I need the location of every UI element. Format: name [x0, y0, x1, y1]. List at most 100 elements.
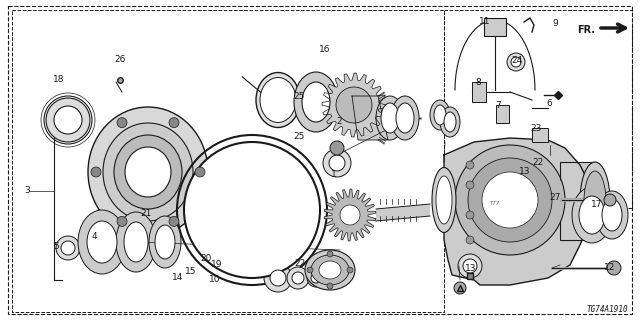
Circle shape: [336, 87, 372, 123]
Ellipse shape: [596, 191, 628, 239]
Text: 16: 16: [319, 45, 331, 54]
Bar: [484, 18, 506, 36]
Circle shape: [466, 211, 474, 219]
Text: 8: 8: [476, 78, 481, 87]
Circle shape: [507, 53, 525, 71]
Circle shape: [482, 172, 538, 228]
Circle shape: [340, 205, 360, 225]
Circle shape: [169, 118, 179, 128]
Text: 25: 25: [294, 92, 305, 101]
Text: 13: 13: [519, 167, 531, 176]
Text: 2: 2: [337, 117, 342, 126]
Text: 20: 20: [200, 254, 212, 263]
Text: 11: 11: [479, 17, 491, 26]
Text: 18: 18: [53, 75, 65, 84]
Text: 12: 12: [604, 263, 615, 272]
Text: 24: 24: [511, 56, 523, 65]
Circle shape: [169, 216, 179, 226]
Circle shape: [56, 236, 80, 260]
Circle shape: [184, 142, 320, 278]
Ellipse shape: [116, 212, 156, 272]
Ellipse shape: [155, 225, 175, 259]
Ellipse shape: [124, 222, 148, 262]
Text: 6: 6: [547, 100, 552, 108]
Circle shape: [307, 269, 325, 287]
Text: 7: 7: [495, 101, 500, 110]
Text: 14: 14: [172, 273, 184, 282]
Circle shape: [287, 267, 309, 289]
Bar: [12, 10, 444, 312]
Circle shape: [264, 264, 292, 292]
Circle shape: [458, 254, 482, 278]
Circle shape: [347, 267, 353, 273]
Ellipse shape: [87, 221, 117, 263]
Circle shape: [61, 241, 75, 255]
Ellipse shape: [294, 72, 338, 132]
Ellipse shape: [580, 162, 610, 240]
Text: 13: 13: [465, 264, 476, 273]
Text: TG74A1910: TG74A1910: [586, 305, 628, 314]
Circle shape: [466, 161, 474, 169]
Ellipse shape: [391, 96, 419, 140]
Circle shape: [466, 236, 474, 244]
Polygon shape: [376, 204, 430, 221]
Circle shape: [454, 282, 466, 294]
Ellipse shape: [302, 82, 330, 122]
Text: 17: 17: [591, 200, 602, 209]
Text: 21: 21: [140, 209, 152, 218]
Ellipse shape: [88, 107, 208, 237]
Circle shape: [326, 274, 334, 282]
Circle shape: [323, 149, 351, 177]
Text: 23: 23: [531, 124, 542, 133]
Text: 5: 5: [54, 242, 59, 251]
Polygon shape: [352, 96, 388, 140]
Circle shape: [270, 270, 286, 286]
Bar: [496, 105, 509, 123]
Polygon shape: [324, 189, 376, 241]
Ellipse shape: [430, 100, 450, 130]
Bar: [444, 10, 632, 208]
Ellipse shape: [396, 103, 414, 133]
Ellipse shape: [432, 167, 456, 233]
Circle shape: [604, 194, 616, 206]
Ellipse shape: [305, 250, 355, 290]
Ellipse shape: [114, 135, 182, 209]
Circle shape: [117, 118, 127, 128]
Text: 22: 22: [532, 158, 543, 167]
Circle shape: [91, 167, 101, 177]
Circle shape: [511, 57, 521, 67]
Ellipse shape: [444, 112, 456, 132]
Ellipse shape: [54, 106, 82, 134]
Polygon shape: [322, 73, 386, 137]
Circle shape: [468, 158, 552, 242]
Text: FR.: FR.: [577, 25, 595, 35]
Ellipse shape: [572, 187, 612, 243]
Circle shape: [455, 145, 565, 255]
Ellipse shape: [46, 98, 90, 142]
Ellipse shape: [376, 96, 404, 140]
Text: 9: 9: [553, 19, 558, 28]
Polygon shape: [128, 234, 168, 242]
Text: 3: 3: [24, 186, 29, 195]
Circle shape: [117, 216, 127, 226]
Circle shape: [327, 251, 333, 257]
Ellipse shape: [78, 210, 126, 274]
Circle shape: [195, 167, 205, 177]
Ellipse shape: [260, 77, 296, 123]
Ellipse shape: [434, 105, 446, 125]
Ellipse shape: [103, 123, 193, 221]
Ellipse shape: [256, 73, 300, 127]
Circle shape: [607, 261, 621, 275]
Ellipse shape: [436, 176, 452, 224]
Ellipse shape: [319, 261, 341, 279]
Circle shape: [311, 273, 321, 283]
Text: 10: 10: [209, 276, 220, 284]
Text: 1: 1: [332, 170, 337, 179]
Ellipse shape: [149, 216, 181, 268]
Circle shape: [463, 259, 477, 273]
Ellipse shape: [440, 107, 460, 137]
Circle shape: [330, 141, 344, 155]
Circle shape: [329, 155, 345, 171]
Circle shape: [307, 267, 313, 273]
Ellipse shape: [381, 103, 399, 133]
